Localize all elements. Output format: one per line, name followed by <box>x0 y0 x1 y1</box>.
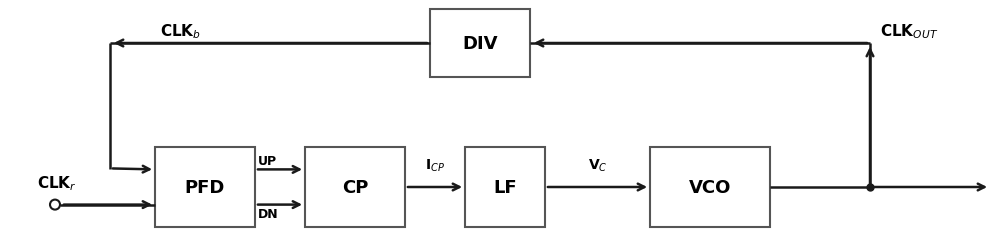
Text: LF: LF <box>493 178 517 196</box>
Text: V$_C$: V$_C$ <box>588 157 607 173</box>
Text: DIV: DIV <box>462 35 498 53</box>
FancyBboxPatch shape <box>155 148 255 227</box>
FancyBboxPatch shape <box>430 10 530 78</box>
FancyBboxPatch shape <box>305 148 405 227</box>
Text: CLK$_r$: CLK$_r$ <box>37 174 77 192</box>
Text: I$_{CP}$: I$_{CP}$ <box>425 157 445 173</box>
FancyBboxPatch shape <box>465 148 545 227</box>
Text: DN: DN <box>258 207 279 220</box>
Text: CLK$_b$: CLK$_b$ <box>160 22 201 41</box>
Text: VCO: VCO <box>689 178 731 196</box>
Text: CLK$_{OUT}$: CLK$_{OUT}$ <box>880 22 938 41</box>
FancyBboxPatch shape <box>650 148 770 227</box>
Text: UP: UP <box>258 155 277 168</box>
Text: CP: CP <box>342 178 368 196</box>
Text: PFD: PFD <box>185 178 225 196</box>
